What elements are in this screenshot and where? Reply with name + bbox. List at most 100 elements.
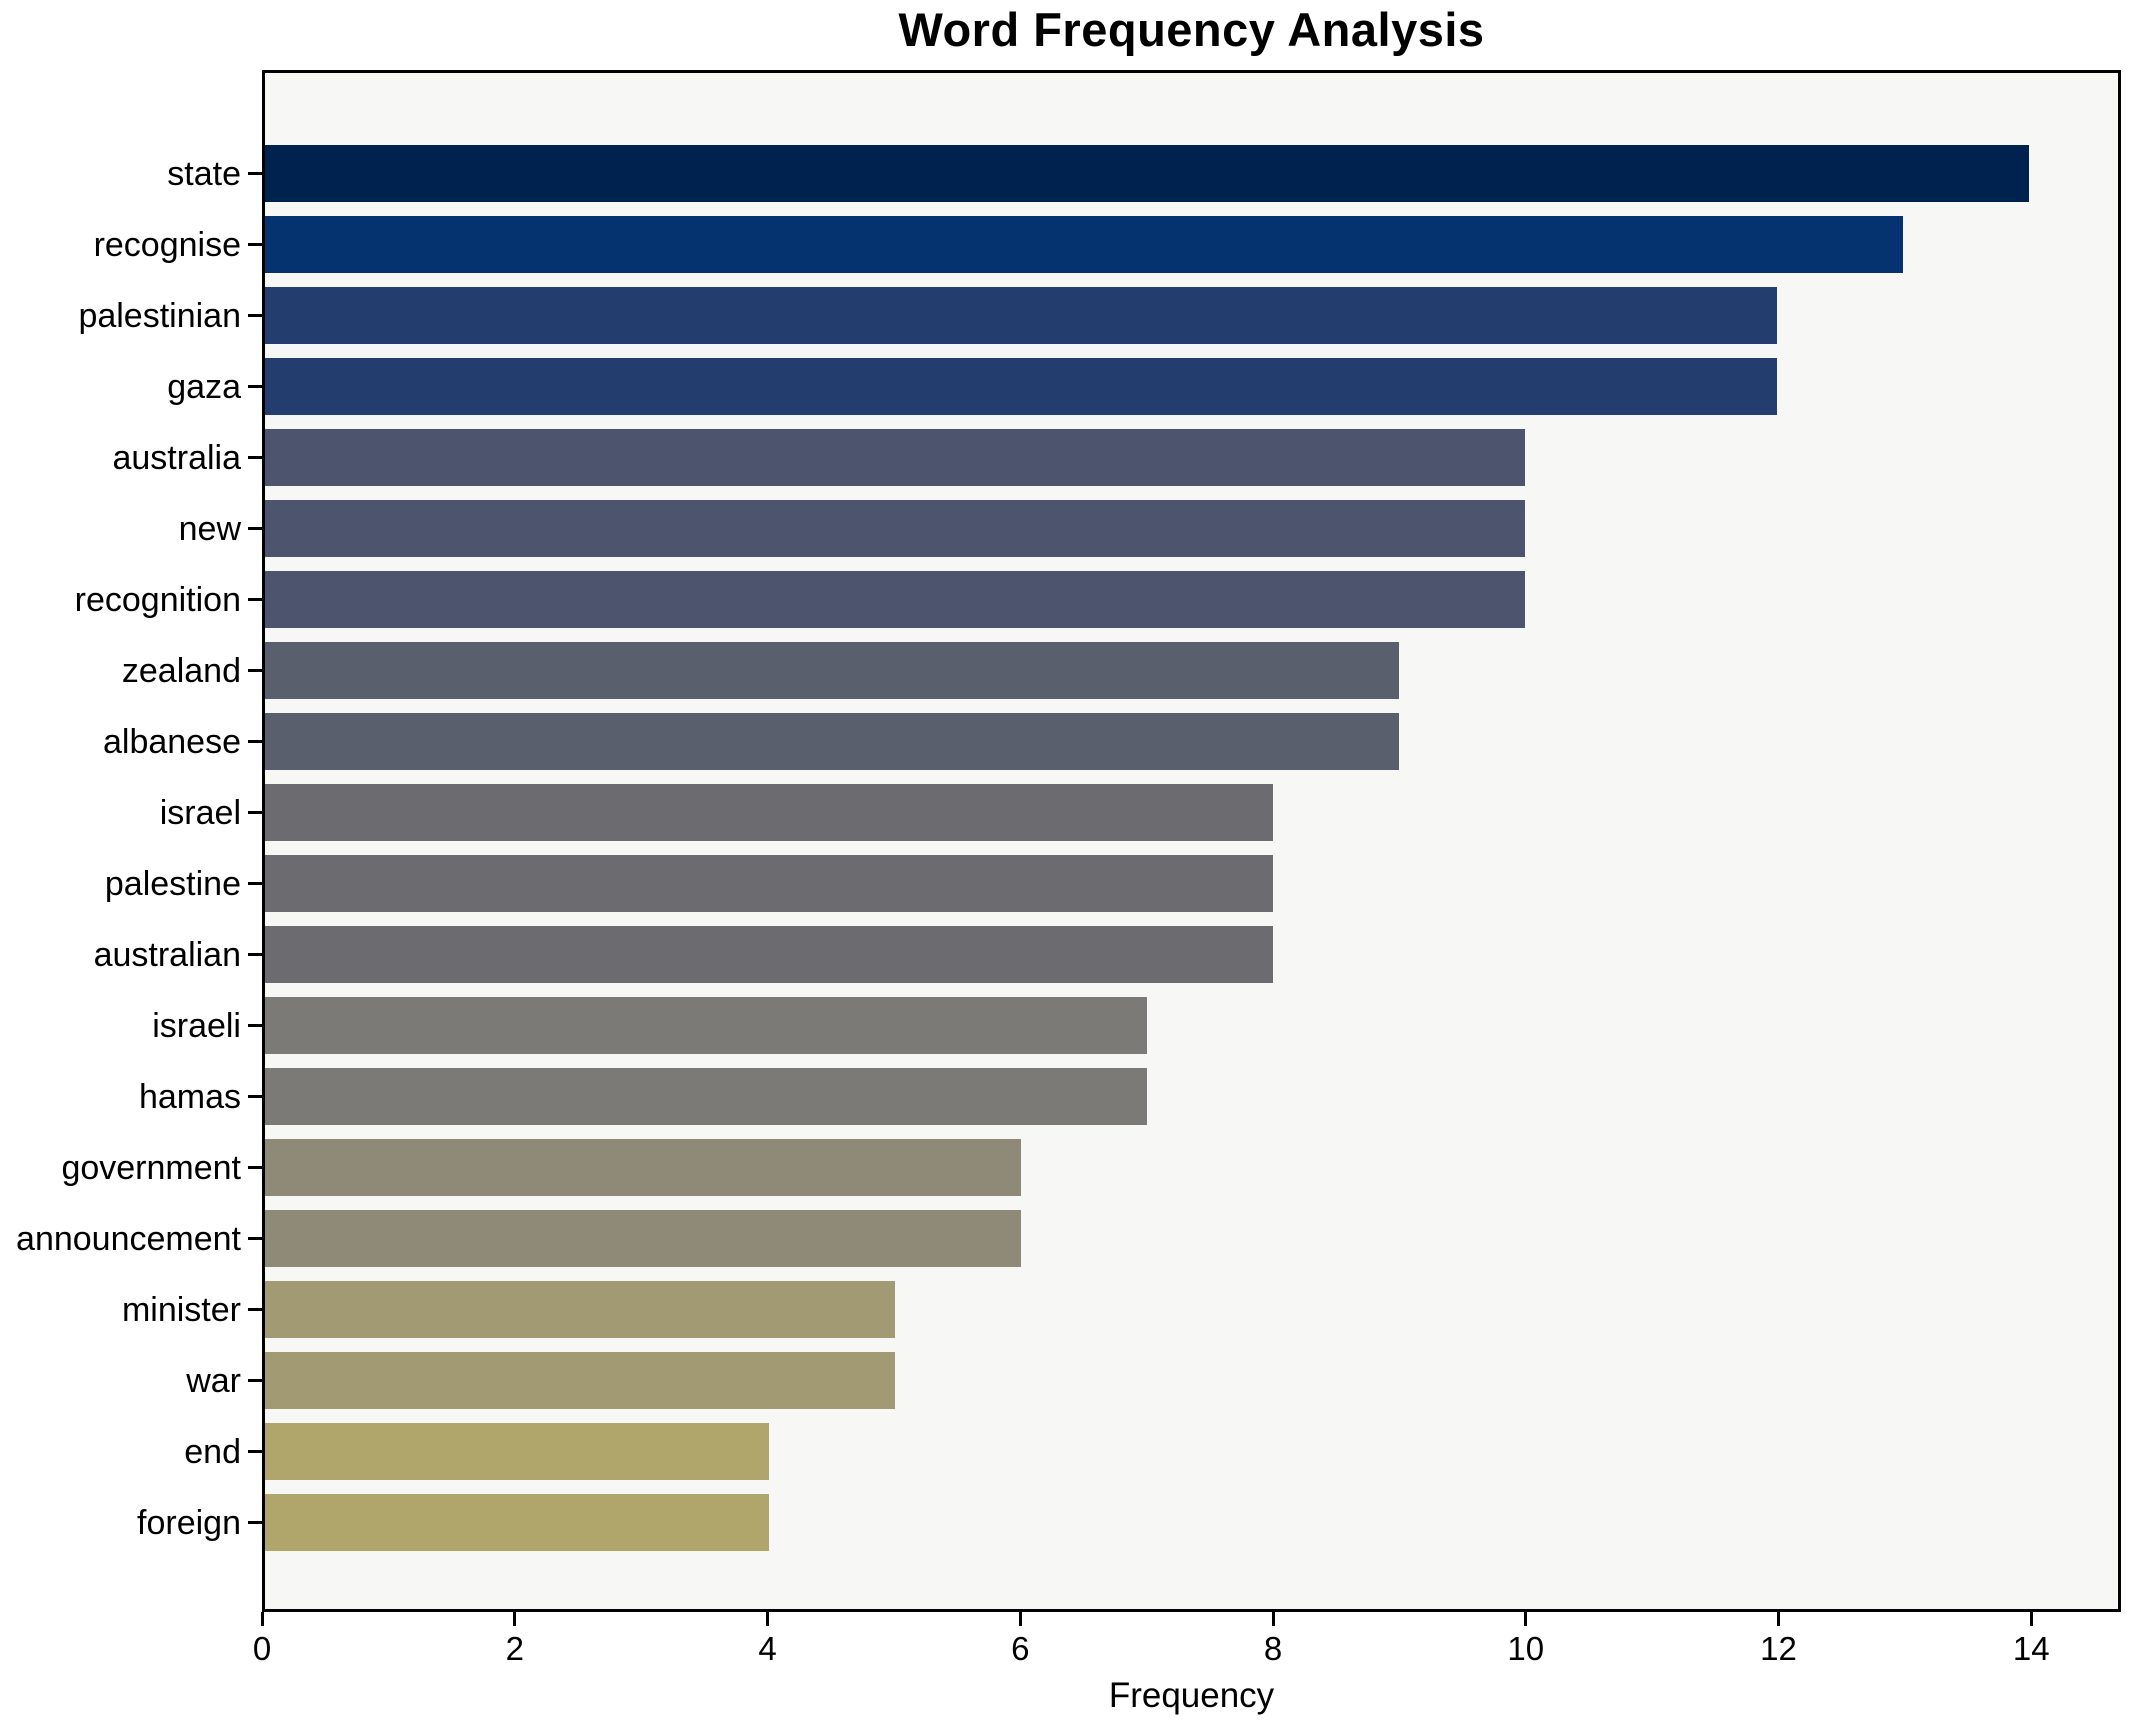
- y-tick-label-new: new: [178, 509, 241, 548]
- chart-title: Word Frequency Analysis: [898, 3, 1485, 56]
- x-tick-label: 2: [505, 1630, 524, 1667]
- x-tick-label: 12: [1760, 1630, 1797, 1667]
- y-tick-label-foreign: foreign: [137, 1503, 241, 1542]
- bar-row: australia: [112, 422, 2118, 493]
- bar-row: recognition: [75, 564, 2118, 635]
- y-tick-mark: [248, 740, 262, 743]
- bar-row: israel: [160, 777, 2118, 848]
- y-tick-label-australia: australia: [112, 438, 241, 477]
- plot-area: state recognise palestinian gaza australia ne…: [16, 70, 2121, 1612]
- y-tick-label-albanese: albanese: [102, 722, 241, 761]
- x-tick-label: 14: [2012, 1630, 2050, 1667]
- y-tick-mark: [248, 1024, 262, 1027]
- bar-war: [265, 1352, 895, 1409]
- bar-row: gaza: [167, 351, 2118, 422]
- bar-row: state: [167, 138, 2118, 209]
- bar-row: zealand: [122, 635, 2118, 706]
- y-tick-label-australian: australian: [93, 935, 241, 974]
- bar-row: new: [179, 493, 2118, 564]
- y-tick-mark: [248, 1095, 262, 1098]
- y-tick-label-announcement: announcement: [16, 1219, 241, 1258]
- x-axis-title: Frequency: [1108, 1676, 1275, 1715]
- bar-albanese: [265, 713, 1399, 770]
- x-tick-label: 0: [252, 1630, 272, 1667]
- y-tick-mark: [248, 314, 262, 317]
- bar-row: war: [186, 1345, 2118, 1416]
- bar-foreign: [265, 1494, 769, 1551]
- y-tick-mark: [248, 172, 262, 175]
- y-tick-label-palestinian: palestinian: [78, 296, 241, 335]
- bar-row: government: [61, 1132, 2118, 1203]
- y-tick-mark: [248, 811, 262, 814]
- x-tick-mark: [1271, 1612, 1275, 1626]
- y-tick-label-israel: israel: [159, 793, 241, 832]
- x-tick-label: 6: [1011, 1630, 1030, 1667]
- y-tick-label-recognition: recognition: [74, 580, 241, 619]
- y-tick-mark: [248, 1450, 262, 1453]
- x-axis: 0 2 4 6 8 10 12 14: [253, 1612, 2121, 1665]
- bar-gaza: [265, 358, 1777, 415]
- y-tick-mark: [248, 1379, 262, 1382]
- y-tick-label-war: war: [186, 1361, 241, 1400]
- bar-new: [265, 500, 1525, 557]
- x-tick-mark: [1777, 1612, 1781, 1626]
- bar-row: end: [184, 1416, 2118, 1487]
- y-tick-mark: [248, 882, 262, 885]
- y-tick-label-government: government: [61, 1148, 241, 1187]
- x-tick-mark: [1018, 1612, 1022, 1626]
- bar-palestine: [265, 855, 1273, 912]
- bar-row: australian: [94, 919, 2118, 990]
- x-tick-mark: [513, 1612, 517, 1626]
- bar-israeli: [265, 997, 1147, 1054]
- y-tick-label-zealand: zealand: [121, 651, 241, 690]
- bar-recognise: [265, 216, 1903, 273]
- y-tick-mark: [248, 1237, 262, 1240]
- bar-minister: [265, 1281, 895, 1338]
- y-tick-mark: [248, 953, 262, 956]
- x-tick-label: 4: [758, 1630, 777, 1667]
- bar-row: minister: [122, 1274, 2118, 1345]
- x-tick-label: 10: [1507, 1630, 1545, 1667]
- y-tick-label-state: state: [167, 154, 241, 193]
- y-tick-label-hamas: hamas: [138, 1077, 241, 1116]
- bar-row: foreign: [137, 1487, 2118, 1558]
- y-tick-mark: [248, 527, 262, 530]
- bar-announcement: [265, 1210, 1021, 1267]
- bar-row: recognise: [94, 209, 2118, 280]
- y-tick-mark: [248, 669, 262, 672]
- bar-row: albanese: [103, 706, 2118, 777]
- bar-row: palestinian: [78, 280, 2118, 351]
- bar-row: announcement: [16, 1203, 2118, 1274]
- x-tick-mark: [2029, 1612, 2033, 1626]
- bar-row: israeli: [152, 990, 2118, 1061]
- bar-row: hamas: [139, 1061, 2118, 1132]
- y-tick-mark: [248, 1166, 262, 1169]
- x-tick-label: 8: [1263, 1630, 1283, 1667]
- x-tick-mark: [1524, 1612, 1528, 1626]
- bar-australian: [265, 926, 1273, 983]
- y-tick-label-palestine: palestine: [104, 864, 241, 903]
- y-tick-mark: [248, 598, 262, 601]
- y-tick-label-minister: minister: [121, 1290, 241, 1329]
- bar-recognition: [265, 571, 1525, 628]
- bar-israel: [265, 784, 1273, 841]
- bar-zealand: [265, 642, 1399, 699]
- y-tick-mark: [248, 1521, 262, 1524]
- bar-hamas: [265, 1068, 1147, 1125]
- y-tick-label-israeli: israeli: [152, 1006, 241, 1045]
- x-tick-mark: [766, 1612, 769, 1626]
- y-tick-mark: [248, 243, 262, 246]
- y-tick-label-gaza: gaza: [167, 367, 241, 406]
- bar-government: [265, 1139, 1021, 1196]
- y-tick-mark: [248, 456, 262, 459]
- y-tick-mark: [248, 1308, 262, 1311]
- y-tick-label-recognise: recognise: [93, 225, 241, 264]
- bar-palestinian: [265, 287, 1777, 344]
- bar-row: palestine: [105, 848, 2118, 919]
- y-tick-label-end: end: [184, 1432, 241, 1471]
- y-tick-mark: [248, 385, 262, 388]
- bar-state: [265, 145, 2029, 202]
- bar-end: [265, 1423, 769, 1480]
- bar-australia: [265, 429, 1525, 486]
